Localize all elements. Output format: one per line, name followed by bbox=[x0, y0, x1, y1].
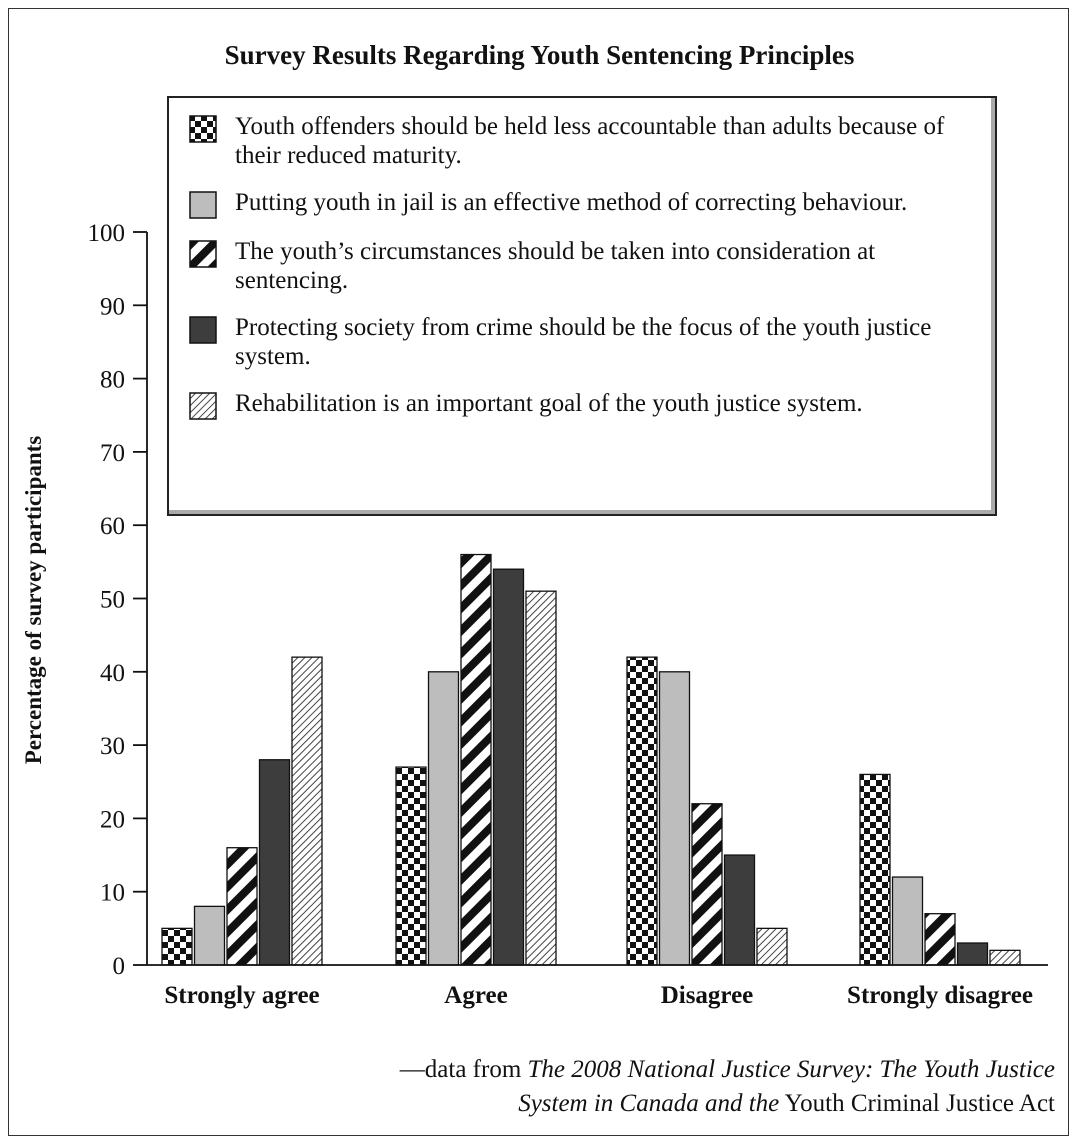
x-category-label-1: Agree bbox=[444, 982, 507, 1009]
axes-layer: 0 10 20 30 40 50 60 70 80 90 100 Strongly agree Agre… bbox=[88, 220, 1048, 1009]
legend-swatch-dark-gray bbox=[189, 316, 217, 344]
bar-dark-gray-disagree bbox=[723, 854, 756, 966]
y-tick-label-30: 30 bbox=[100, 733, 125, 760]
legend-item-3: Protecting society from crime should be … bbox=[189, 313, 975, 371]
legend-swatch-bold-diagonal bbox=[189, 240, 217, 268]
chart-title: Survey Results Regarding Youth Sentencin… bbox=[224, 40, 855, 70]
y-tick-label-70: 70 bbox=[100, 440, 125, 467]
bar-bold-diagonal-strongly-disagree bbox=[924, 913, 956, 966]
bar-dark-gray-strongly-agree bbox=[258, 759, 291, 966]
x-category-label-3: Strongly disagree bbox=[847, 982, 1033, 1009]
x-category-label-0: Strongly agree bbox=[164, 982, 319, 1009]
legend-swatch-checker bbox=[189, 115, 217, 143]
y-tick-label-80: 80 bbox=[100, 367, 125, 394]
y-tick-label-10: 10 bbox=[100, 880, 125, 907]
source-roman-2: Youth Criminal Justice Act bbox=[779, 1090, 1055, 1117]
legend-label-0: Youth offenders should be held less acco… bbox=[235, 113, 945, 169]
source-line-1: —data from The 2008 National Justice Sur… bbox=[400, 1053, 1055, 1087]
y-tick-label-40: 40 bbox=[100, 660, 125, 687]
legend-label-4: Rehabilitation is an important goal of t… bbox=[235, 390, 863, 417]
bar-fine-hatch-agree bbox=[525, 590, 557, 966]
bars-layer bbox=[161, 553, 1021, 966]
bar-bold-diagonal-strongly-agree bbox=[226, 847, 258, 966]
source-citation: —data from The 2008 National Justice Sur… bbox=[400, 1053, 1055, 1121]
legend-swatch-fine-hatch bbox=[189, 392, 217, 420]
bar-fine-hatch-strongly-agree bbox=[291, 656, 323, 966]
bar-checker-agree bbox=[395, 766, 427, 966]
bar-fine-hatch-strongly-disagree bbox=[989, 949, 1021, 966]
y-tick-label-0: 0 bbox=[113, 953, 126, 980]
legend-label-3: Protecting society from crime should be … bbox=[235, 314, 932, 370]
source-line-2: System in Canada and the Youth Criminal … bbox=[400, 1087, 1055, 1121]
bar-fine-hatch-disagree bbox=[756, 927, 788, 966]
bar-light-gray-disagree bbox=[658, 671, 691, 966]
bar-checker-disagree bbox=[626, 656, 658, 966]
legend-label-1: Putting youth in jail is an effective me… bbox=[235, 189, 908, 216]
y-tick-label-50: 50 bbox=[100, 587, 125, 614]
legend-item-4: Rehabilitation is an important goal of t… bbox=[189, 389, 975, 420]
y-tick-label-20: 20 bbox=[100, 806, 125, 833]
legend-item-0: Youth offenders should be held less acco… bbox=[189, 112, 975, 170]
legend-item-2: The youth’s circumstances should be take… bbox=[189, 237, 975, 295]
bar-checker-strongly-agree bbox=[161, 927, 193, 966]
legend-item-1: Putting youth in jail is an effective me… bbox=[189, 188, 975, 219]
bar-bold-diagonal-disagree bbox=[691, 803, 723, 966]
x-category-label-2: Disagree bbox=[661, 982, 754, 1009]
legend-swatch-light-gray bbox=[189, 191, 217, 219]
legend: Youth offenders should be held less acco… bbox=[167, 96, 997, 516]
figure-frame bbox=[8, 8, 1069, 1136]
bar-checker-strongly-disagree bbox=[859, 773, 891, 966]
source-italic-1: The 2008 National Justice Survey: The Yo… bbox=[527, 1056, 1055, 1083]
source-prefix: —data from bbox=[399, 1056, 528, 1083]
bar-bold-diagonal-agree bbox=[460, 553, 492, 966]
bar-dark-gray-agree bbox=[492, 568, 525, 966]
source-italic-2: System in Canada and the bbox=[518, 1090, 780, 1117]
y-tick-label-100: 100 bbox=[88, 220, 126, 247]
legend-label-2: The youth’s circumstances should be take… bbox=[235, 238, 876, 294]
y-tick-label-90: 90 bbox=[100, 293, 125, 320]
bar-light-gray-strongly-agree bbox=[193, 905, 226, 966]
bar-dark-gray-strongly-disagree bbox=[956, 942, 989, 966]
bar-light-gray-agree bbox=[427, 671, 460, 966]
y-tick-label-60: 60 bbox=[100, 513, 125, 540]
bar-light-gray-strongly-disagree bbox=[891, 876, 924, 966]
